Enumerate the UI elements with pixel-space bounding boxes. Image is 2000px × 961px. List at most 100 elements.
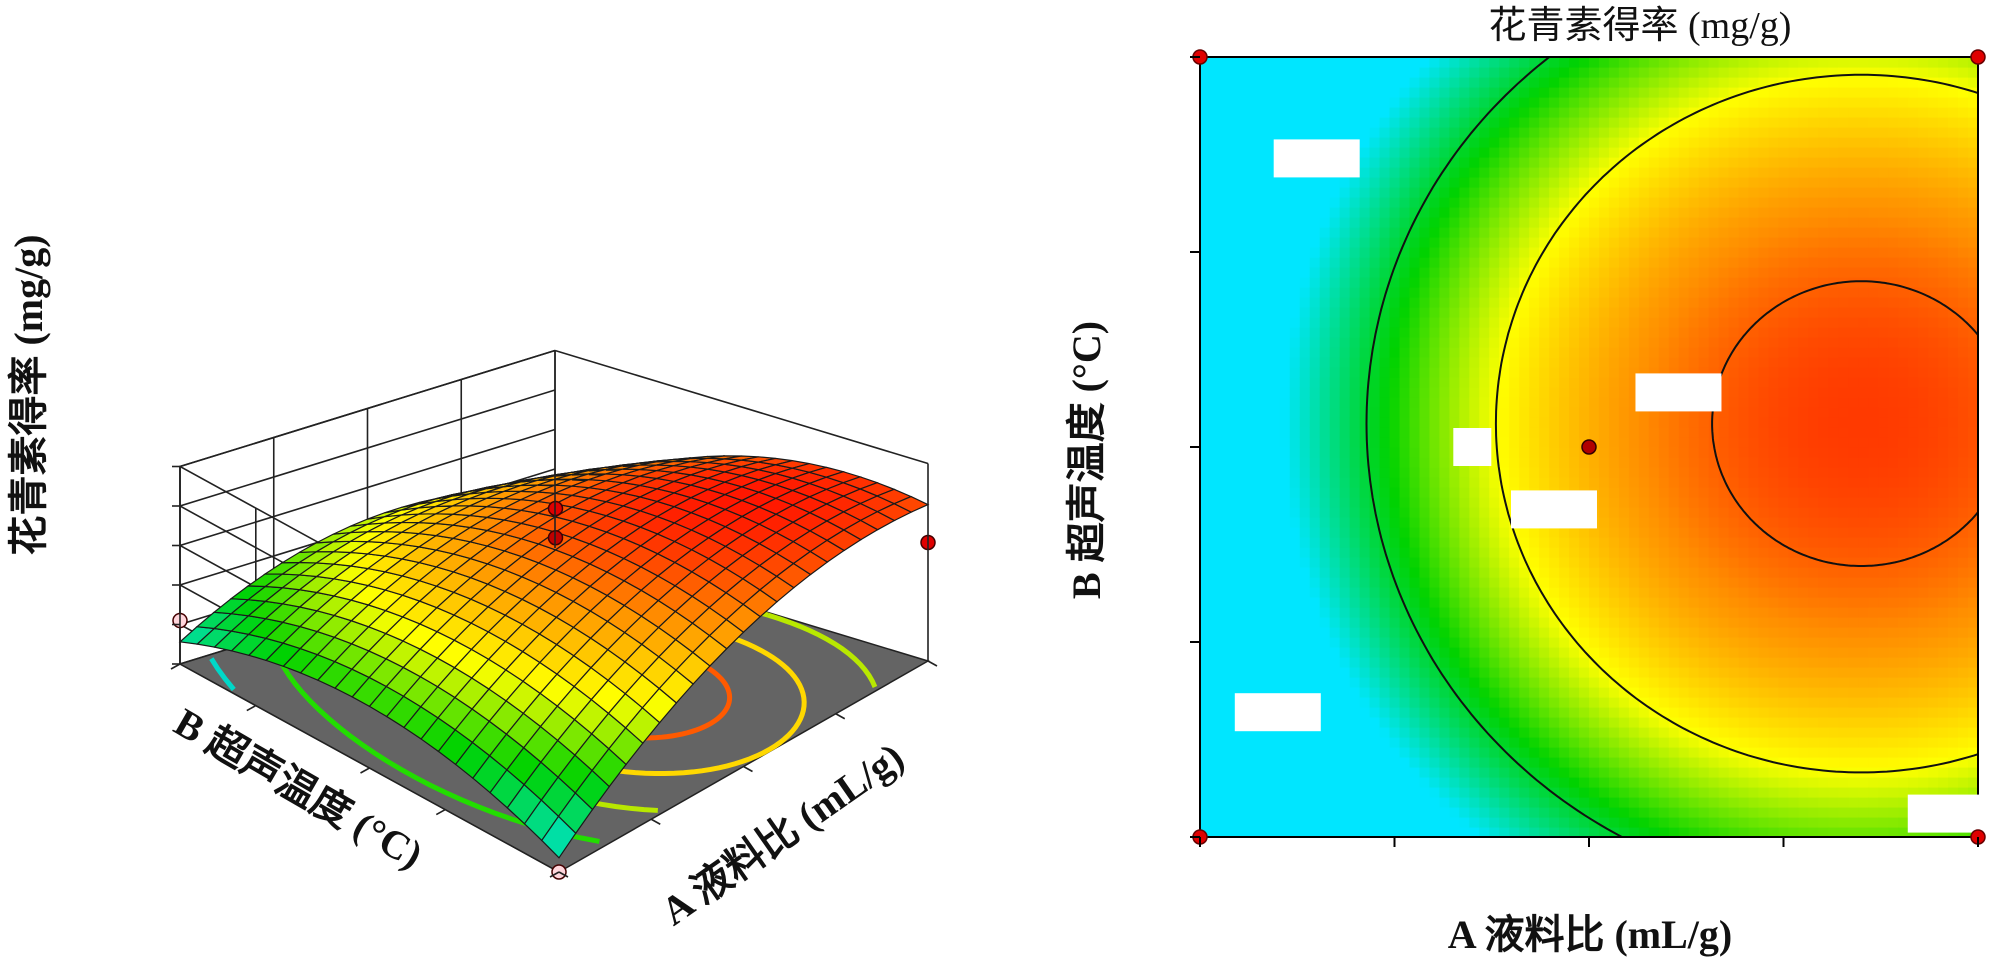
heat-cell — [1758, 577, 1770, 588]
heat-cell — [1279, 737, 1291, 748]
heat-cell — [1419, 767, 1431, 778]
heat-cell — [1559, 447, 1570, 458]
heat-cell — [1539, 457, 1550, 468]
heat-cell — [1299, 677, 1311, 688]
heat-cell — [1748, 827, 1760, 837]
heat-cell — [1569, 167, 1580, 178]
heat-cell — [1299, 517, 1311, 528]
heat-cell — [1369, 67, 1381, 78]
heat-cell — [1359, 467, 1371, 478]
heat-cell — [1289, 177, 1301, 188]
heat-cell — [1648, 137, 1660, 148]
heat-cell — [1529, 307, 1540, 318]
heat-cell — [1449, 827, 1460, 837]
heat-cell — [1708, 147, 1720, 158]
heat-cell — [1479, 407, 1490, 418]
heat-cell — [1648, 187, 1660, 198]
heat-cell — [1758, 657, 1770, 668]
heat-cell — [1698, 187, 1710, 198]
heat-cell — [1549, 397, 1560, 408]
heat-cell — [1678, 97, 1690, 108]
heat-cell — [1668, 237, 1680, 248]
heat-cell — [1439, 767, 1450, 778]
heat-cell — [1559, 777, 1570, 788]
heat-cell — [1509, 337, 1520, 348]
heat-cell — [1698, 547, 1710, 558]
heat-cell — [1569, 597, 1580, 608]
heat-cell — [1698, 657, 1710, 668]
heat-cell — [1359, 487, 1371, 498]
heat-cell — [1459, 477, 1470, 488]
heat-cell — [1509, 467, 1520, 478]
heat-cell — [1439, 187, 1450, 198]
heat-cell — [1698, 827, 1710, 837]
heat-cell — [1469, 397, 1480, 408]
heat-cell — [1618, 417, 1630, 428]
heat-cell — [1648, 717, 1660, 728]
heat-cell — [1678, 317, 1690, 328]
heat-cell — [1419, 307, 1431, 318]
heat-cell — [1399, 247, 1411, 258]
heat-cell — [1698, 347, 1710, 358]
heat-cell — [1559, 77, 1570, 88]
heat-cell — [1249, 77, 1261, 88]
contour-heatmap — [1200, 57, 1978, 837]
heat-cell — [1439, 307, 1450, 318]
heat-cell — [1379, 507, 1391, 518]
heat-cell — [1289, 497, 1301, 508]
heat-cell — [1668, 617, 1680, 628]
heat-cell — [1469, 367, 1480, 378]
heat-cell — [1289, 547, 1301, 558]
heat-cell — [1389, 347, 1401, 358]
heat-cell — [1299, 187, 1311, 198]
heat-cell — [1608, 387, 1620, 398]
heat-cell — [1249, 737, 1261, 748]
heat-cell — [1249, 487, 1261, 498]
heat-cell — [1200, 577, 1211, 588]
heat-cell — [1708, 747, 1720, 758]
heat-cell — [1389, 317, 1401, 328]
heat-cell — [1708, 627, 1720, 638]
heat-cell — [1658, 507, 1670, 518]
heat-cell — [1549, 267, 1560, 278]
heat-cell — [1449, 627, 1460, 638]
heat-cell — [1359, 527, 1371, 538]
heat-cell — [1549, 277, 1560, 288]
heat-cell — [1718, 597, 1730, 608]
heat-cell — [1469, 387, 1480, 398]
heat-cell — [1449, 237, 1460, 248]
heat-cell — [1379, 527, 1391, 538]
heat-cell — [1589, 737, 1600, 748]
heat-cell — [1698, 597, 1710, 608]
heat-cell — [1469, 687, 1480, 698]
heat-cell — [1668, 277, 1680, 288]
heat-cell — [1299, 407, 1311, 418]
heat-cell — [1269, 727, 1281, 738]
heat-cell — [1499, 587, 1510, 598]
heat-cell — [1309, 437, 1321, 448]
heat-cell — [1678, 767, 1690, 778]
heat-cell — [1369, 87, 1381, 98]
heat-cell — [1319, 657, 1331, 668]
heat-cell — [1269, 337, 1281, 348]
heat-cell — [1239, 177, 1251, 188]
heat-cell — [1469, 377, 1480, 388]
heat-cell — [1249, 567, 1261, 578]
heat-cell — [1469, 767, 1480, 778]
heat-cell — [1329, 107, 1341, 118]
heat-cell — [1329, 67, 1341, 78]
heat-cell — [1439, 557, 1450, 568]
heat-cell — [1658, 487, 1670, 498]
heat-cell — [1608, 437, 1620, 448]
heat-cell — [1559, 617, 1570, 628]
heat-cell — [1668, 527, 1680, 538]
heat-cell — [1200, 327, 1211, 338]
heat-cell — [1249, 257, 1261, 268]
heat-cell — [1239, 247, 1251, 258]
heat-cell — [1269, 477, 1281, 488]
heat-cell — [1319, 777, 1331, 788]
heat-cell — [1738, 467, 1750, 478]
heat-cell — [1529, 557, 1540, 568]
heat-cell — [1688, 297, 1700, 308]
heat-cell — [1419, 137, 1431, 148]
